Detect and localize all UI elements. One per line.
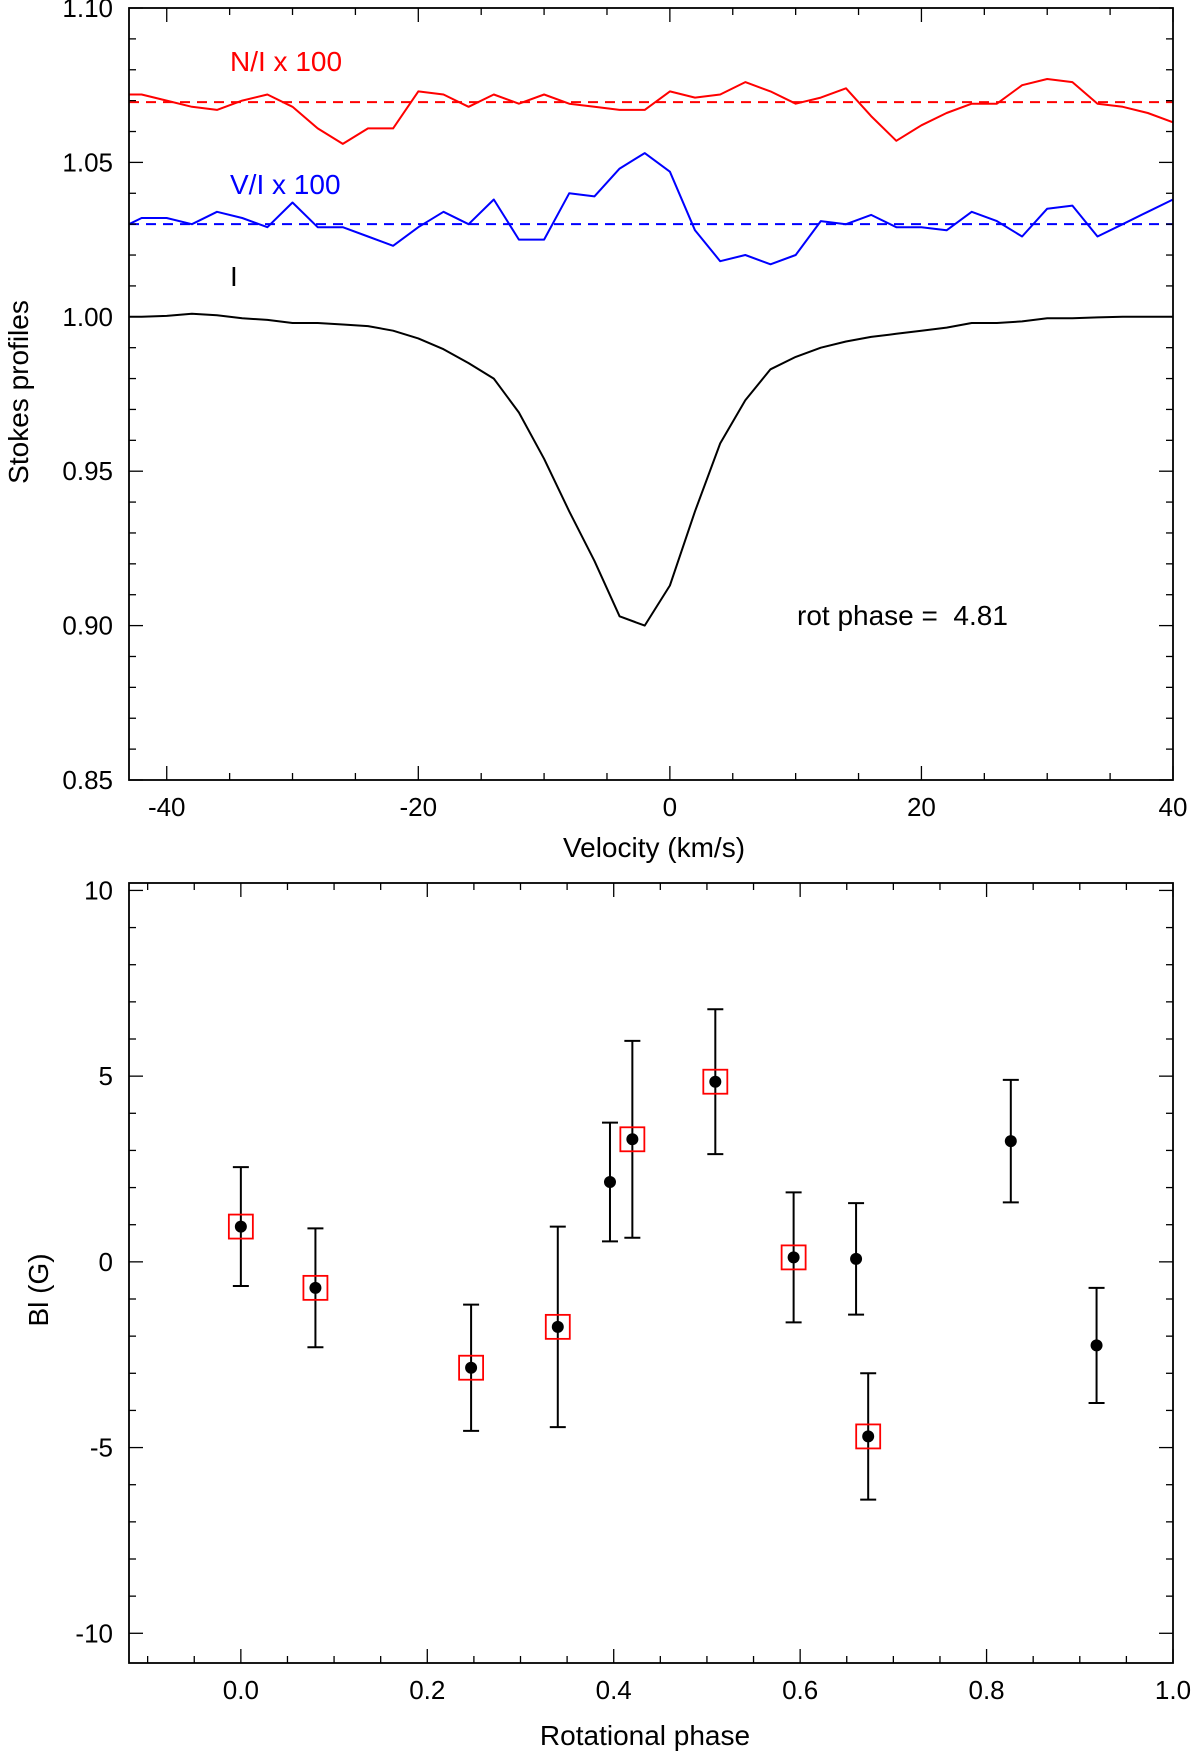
y-tick-label: 5 [99, 1061, 113, 1091]
data-point [1002, 1078, 1019, 1204]
x-tick-label: -40 [148, 792, 186, 822]
point-marker [626, 1133, 639, 1146]
y-tick-label: 0.90 [62, 611, 113, 641]
highlight-box [227, 1213, 254, 1240]
x-tick-label: 0 [663, 792, 677, 822]
stokes-x-axis-label: Velocity (km/s) [563, 832, 745, 863]
highlight-box [544, 1313, 571, 1340]
x-tick-label: 0.4 [596, 1675, 632, 1705]
data-point [302, 1227, 329, 1349]
x-tick-label: 20 [907, 792, 936, 822]
data-point [458, 1303, 484, 1432]
data-point [848, 1202, 865, 1316]
bl-panel: 0.0 0.2 0.4 0.6 0.8 1.0 -10 -5 0 5 10 Ro… [23, 875, 1191, 1751]
stokes-y-tick-labels: 0.85 0.90 0.95 1.00 1.05 1.10 [62, 0, 113, 795]
bl-points-group [227, 1008, 1105, 1501]
data-point [601, 1121, 618, 1243]
y-tick-label: 1.00 [62, 302, 113, 332]
rotation-phase-annotation: rot phase = 4.81 [797, 600, 1008, 631]
bl-x-tick-labels: 0.0 0.2 0.4 0.6 0.8 1.0 [223, 1675, 1191, 1705]
highlight-box [458, 1354, 484, 1381]
highlight-box [780, 1244, 807, 1271]
highlight-box [302, 1274, 329, 1301]
y-tick-label: 1.10 [62, 0, 113, 23]
data-point [855, 1372, 882, 1501]
point-marker [551, 1320, 564, 1333]
y-tick-label: 0 [99, 1247, 113, 1277]
series-label-v: V/I x 100 [230, 169, 341, 200]
point-marker [709, 1075, 722, 1088]
y-tick-label: -10 [75, 1618, 113, 1648]
point-marker [862, 1430, 875, 1443]
data-point [780, 1191, 807, 1324]
x-tick-label: 1.0 [1155, 1675, 1191, 1705]
point-marker [787, 1251, 800, 1264]
y-tick-label: 0.85 [62, 765, 113, 795]
bl-x-axis-label: Rotational phase [540, 1720, 750, 1751]
series-label-n: N/I x 100 [230, 46, 342, 77]
point-marker [234, 1220, 247, 1233]
highlight-box [619, 1126, 646, 1153]
y-tick-label: 0.95 [62, 456, 113, 486]
y-tick-label: 10 [84, 875, 113, 905]
x-tick-label: 0.2 [409, 1675, 445, 1705]
bl-ticks [129, 883, 1174, 1663]
data-point [619, 1039, 646, 1239]
x-tick-label: 0.0 [223, 1675, 259, 1705]
point-marker [465, 1361, 478, 1374]
stokes-plot-frame [128, 7, 1174, 781]
highlight-box [702, 1068, 729, 1095]
stokes-panel: -40 -20 0 20 40 0.85 0.90 0.95 1.00 1.05… [3, 0, 1187, 863]
series-line-i [129, 312, 1173, 627]
y-tick-label: -5 [90, 1433, 113, 1463]
x-tick-label: 40 [1159, 792, 1188, 822]
series-line-v [128, 152, 1174, 266]
x-tick-label: -20 [400, 792, 438, 822]
bl-y-axis-label: Bl (G) [23, 1253, 54, 1326]
stokes-ticks [129, 7, 1174, 781]
data-point [544, 1225, 571, 1429]
stokes-y-axis-label: Stokes profiles [3, 300, 34, 484]
data-point [1088, 1286, 1105, 1404]
data-point [702, 1008, 729, 1156]
stokes-series-group [128, 78, 1174, 627]
y-tick-label: 1.05 [62, 147, 113, 177]
highlight-box [855, 1423, 882, 1450]
series-line-n [129, 78, 1174, 145]
point-marker [1004, 1135, 1017, 1148]
bl-plot-frame [128, 882, 1174, 1664]
series-label-i: I [230, 261, 238, 292]
data-point [227, 1166, 254, 1287]
point-marker [309, 1281, 322, 1294]
stokes-x-tick-labels: -40 -20 0 20 40 [148, 792, 1188, 822]
x-tick-label: 0.6 [782, 1675, 818, 1705]
point-marker [603, 1176, 616, 1188]
x-tick-label: 0.8 [968, 1675, 1004, 1705]
point-marker [1090, 1339, 1103, 1352]
bl-y-tick-labels: -10 -5 0 5 10 [75, 875, 113, 1648]
point-marker [850, 1252, 863, 1265]
